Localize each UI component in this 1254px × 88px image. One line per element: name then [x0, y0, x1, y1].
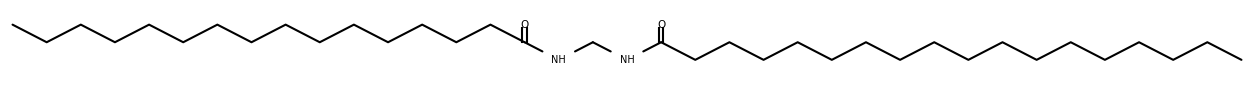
Text: NH: NH [552, 55, 566, 65]
Text: NH: NH [619, 55, 635, 65]
Text: O: O [520, 20, 529, 30]
Text: O: O [657, 20, 666, 30]
